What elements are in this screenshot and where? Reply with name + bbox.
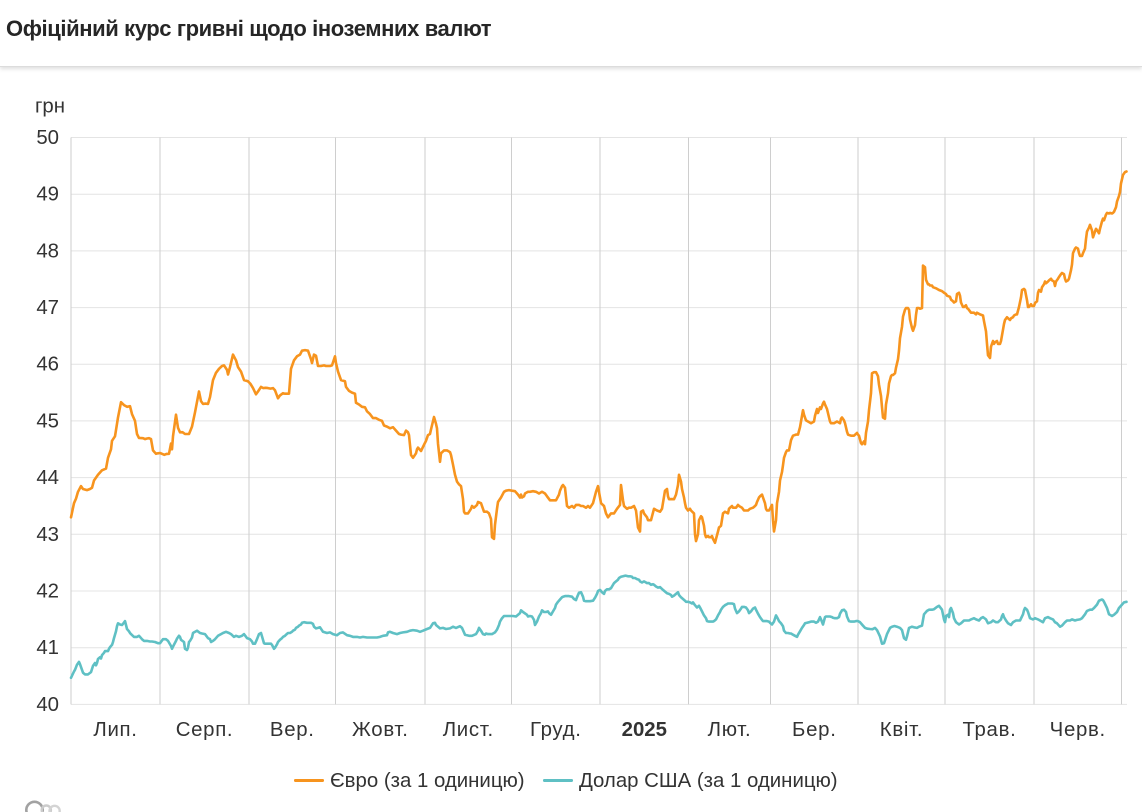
svg-text:Лип.: Лип. xyxy=(93,719,137,741)
svg-text:Жовт.: Жовт. xyxy=(352,719,409,741)
svg-text:47: 47 xyxy=(36,297,59,319)
svg-text:2025: 2025 xyxy=(622,719,667,741)
svg-text:Трав.: Трав. xyxy=(963,719,1017,741)
svg-text:43: 43 xyxy=(36,524,59,546)
svg-text:46: 46 xyxy=(36,354,59,376)
svg-text:Квіт.: Квіт. xyxy=(880,719,923,741)
svg-text:48: 48 xyxy=(36,240,59,262)
svg-text:Бер.: Бер. xyxy=(792,719,837,741)
svg-text:44: 44 xyxy=(36,467,59,489)
svg-text:49: 49 xyxy=(36,184,59,206)
svg-text:50: 50 xyxy=(36,127,59,149)
svg-text:Лист.: Лист. xyxy=(443,719,494,741)
svg-text:Лют.: Лют. xyxy=(708,719,752,741)
svg-text:41: 41 xyxy=(36,637,59,659)
svg-text:40: 40 xyxy=(36,694,59,716)
svg-text:Серп.: Серп. xyxy=(176,719,234,741)
svg-text:Черв.: Черв. xyxy=(1050,719,1106,741)
svg-text:Євро (за 1 одиницю): Євро (за 1 одиницю) xyxy=(330,770,525,792)
svg-text:42: 42 xyxy=(36,581,59,603)
svg-text:45: 45 xyxy=(36,410,59,432)
svg-text:Вер.: Вер. xyxy=(270,719,315,741)
svg-text:Долар США (за 1 одиницю): Долар США (за 1 одиницю) xyxy=(579,770,838,792)
svg-text:Груд.: Груд. xyxy=(530,719,582,741)
svg-text:грн: грн xyxy=(35,96,65,118)
